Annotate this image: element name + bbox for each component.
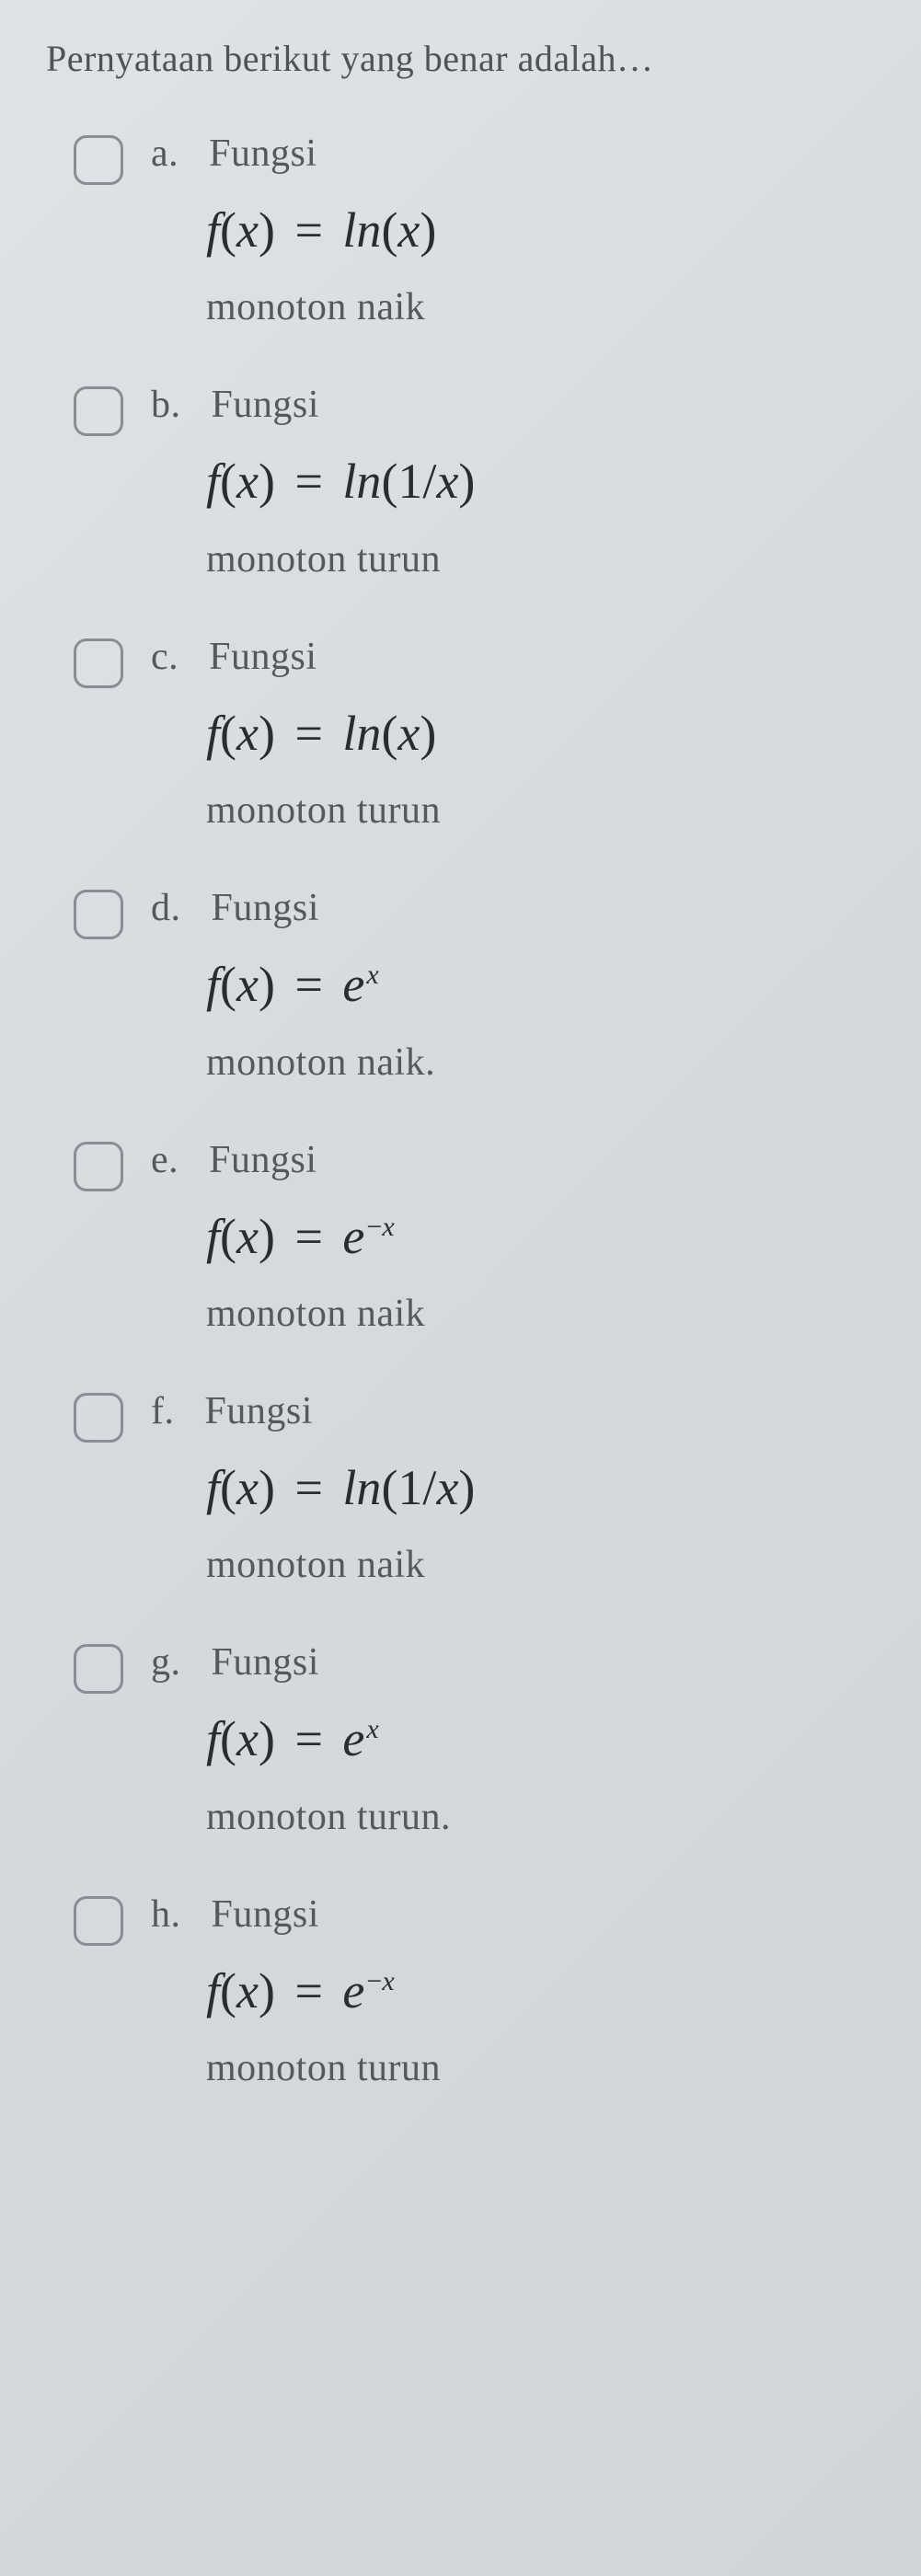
option-a-conclusion: monoton naik <box>151 285 893 329</box>
option-g-letter: g. <box>151 1641 181 1684</box>
option-e-body: e. Fungsi f(x) = e−x monoton naik <box>151 1138 893 1373</box>
option-d-conclusion: monoton naik. <box>151 1041 893 1085</box>
option-b-intro: b. Fungsi <box>151 383 893 427</box>
option-b-formula: f(x) = ln(1/x) <box>151 454 893 509</box>
option-h[interactable]: h. Fungsi f(x) = e−x monoton turun <box>46 1892 893 2127</box>
option-f-intro: f. Fungsi <box>151 1389 893 1433</box>
option-c[interactable]: c. Fungsi f(x) = ln(x) monoton turun <box>46 635 893 869</box>
option-a-intro: a. Fungsi <box>151 132 893 176</box>
option-c-intro: c. Fungsi <box>151 635 893 679</box>
option-h-body: h. Fungsi f(x) = e−x monoton turun <box>151 1892 893 2127</box>
option-b-intro-text: Fungsi <box>212 384 319 426</box>
option-h-intro-text: Fungsi <box>212 1893 319 1936</box>
option-g-body: g. Fungsi f(x) = ex monoton turun. <box>151 1640 893 1875</box>
option-d-formula: f(x) = ex <box>151 958 893 1012</box>
option-f-conclusion: monoton naik <box>151 1543 893 1587</box>
option-b-conclusion: monoton turun <box>151 537 893 581</box>
option-a[interactable]: a. Fungsi f(x) = ln(x) monoton naik <box>46 132 893 366</box>
option-d-letter: d. <box>151 887 181 929</box>
option-e-formula: f(x) = e−x <box>151 1210 893 1264</box>
checkbox-e[interactable] <box>74 1142 123 1191</box>
option-c-intro-text: Fungsi <box>209 636 317 678</box>
option-c-conclusion: monoton turun <box>151 788 893 833</box>
option-a-intro-text: Fungsi <box>209 132 317 175</box>
checkbox-b[interactable] <box>74 386 123 436</box>
option-f-body: f. Fungsi f(x) = ln(1/x) monoton naik <box>151 1389 893 1624</box>
option-e-intro-text: Fungsi <box>209 1139 317 1181</box>
option-g-intro-text: Fungsi <box>212 1641 319 1684</box>
option-a-body: a. Fungsi f(x) = ln(x) monoton naik <box>151 132 893 366</box>
option-e[interactable]: e. Fungsi f(x) = e−x monoton naik <box>46 1138 893 1373</box>
option-e-conclusion: monoton naik <box>151 1292 893 1336</box>
checkbox-h[interactable] <box>74 1896 123 1946</box>
option-h-letter: h. <box>151 1893 181 1936</box>
question-page: Pernyataan berikut yang benar adalah… a.… <box>0 0 921 2576</box>
checkbox-a[interactable] <box>74 135 123 185</box>
option-h-intro: h. Fungsi <box>151 1892 893 1937</box>
checkbox-g[interactable] <box>74 1644 123 1694</box>
option-a-formula: f(x) = ln(x) <box>151 203 893 258</box>
checkbox-d[interactable] <box>74 890 123 939</box>
option-b-body: b. Fungsi f(x) = ln(1/x) monoton turun <box>151 383 893 617</box>
option-d[interactable]: d. Fungsi f(x) = ex monoton naik. <box>46 886 893 1121</box>
option-b-letter: b. <box>151 384 181 426</box>
option-d-body: d. Fungsi f(x) = ex monoton naik. <box>151 886 893 1121</box>
option-h-conclusion: monoton turun <box>151 2046 893 2090</box>
option-g-intro: g. Fungsi <box>151 1640 893 1685</box>
option-f-intro-text: Fungsi <box>205 1390 313 1432</box>
option-d-intro-text: Fungsi <box>212 887 319 929</box>
option-c-letter: c. <box>151 636 178 678</box>
option-e-letter: e. <box>151 1139 178 1181</box>
option-d-intro: d. Fungsi <box>151 886 893 930</box>
option-e-intro: e. Fungsi <box>151 1138 893 1182</box>
option-b[interactable]: b. Fungsi f(x) = ln(1/x) monoton turun <box>46 383 893 617</box>
option-c-formula: f(x) = ln(x) <box>151 707 893 761</box>
option-f[interactable]: f. Fungsi f(x) = ln(1/x) monoton naik <box>46 1389 893 1624</box>
option-g-formula: f(x) = ex <box>151 1712 893 1766</box>
option-g-conclusion: monoton turun. <box>151 1795 893 1839</box>
checkbox-c[interactable] <box>74 638 123 688</box>
option-a-letter: a. <box>151 132 178 175</box>
option-g[interactable]: g. Fungsi f(x) = ex monoton turun. <box>46 1640 893 1875</box>
question-stem: Pernyataan berikut yang benar adalah… <box>46 37 893 81</box>
checkbox-f[interactable] <box>74 1393 123 1443</box>
option-f-letter: f. <box>151 1390 175 1432</box>
option-c-body: c. Fungsi f(x) = ln(x) monoton turun <box>151 635 893 869</box>
option-f-formula: f(x) = ln(1/x) <box>151 1461 893 1515</box>
option-h-formula: f(x) = e−x <box>151 1964 893 2018</box>
